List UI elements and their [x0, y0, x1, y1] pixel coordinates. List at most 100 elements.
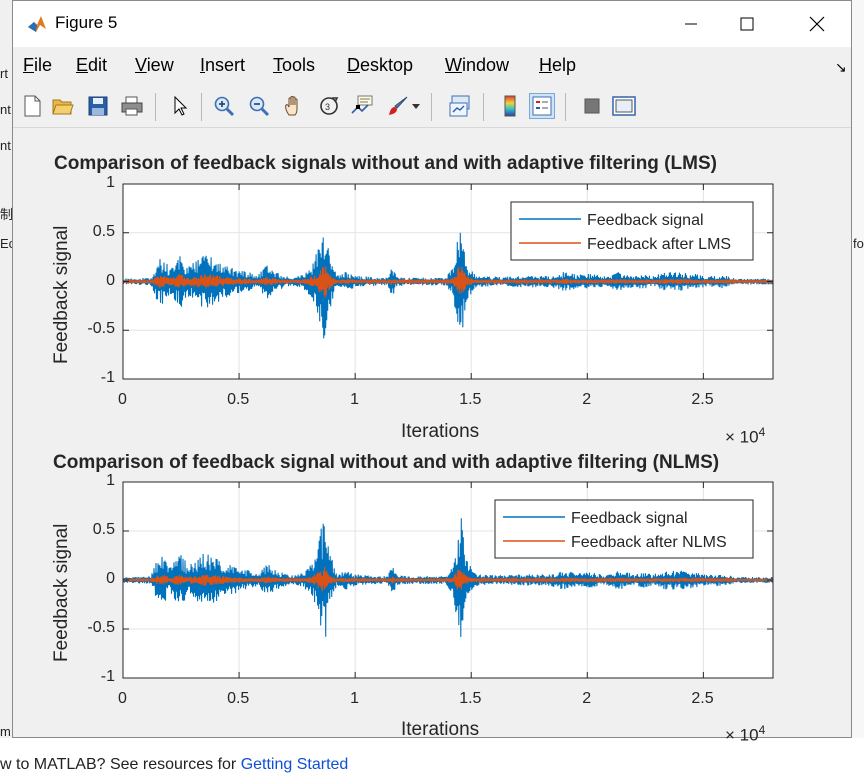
title-bar: Figure 5 [13, 1, 851, 47]
menu-desktop[interactable]: Desktop [347, 55, 413, 76]
zoom-out-icon [249, 96, 270, 117]
menu-bar: File Edit View Insert Tools Desktop Wind… [13, 51, 851, 83]
y-tick-label: 1 [106, 472, 115, 489]
minimize-button[interactable] [659, 1, 723, 47]
lms-plot[interactable]: Feedback signal Feedback after LMS [122, 183, 774, 380]
y-tick-label: -1 [100, 668, 115, 685]
open-file-icon [52, 99, 74, 115]
save-button[interactable] [85, 93, 111, 119]
toolbar-separator [483, 93, 484, 121]
exponent-base: × 10 [725, 725, 759, 745]
link-plot-button[interactable] [448, 93, 474, 119]
menu-mnemonic: F [23, 55, 34, 75]
figure-window: Figure 5 File Edit View Insert Tools Des… [12, 0, 852, 745]
new-figure-button[interactable] [19, 93, 45, 119]
legend[interactable]: Feedback signal Feedback after NLMS [494, 499, 754, 559]
menu-window[interactable]: Window [445, 55, 509, 76]
data-cursor-button[interactable] [349, 93, 375, 119]
toolbar-separator [431, 93, 432, 121]
insert-colorbar-button[interactable] [497, 93, 523, 119]
svg-text:3: 3 [325, 102, 330, 112]
y-tick-label: 0.5 [92, 521, 115, 538]
menu-mnemonic: E [76, 55, 89, 75]
maximize-button[interactable] [715, 1, 779, 47]
nlms-plot[interactable]: Feedback signal Feedback after NLMS [122, 481, 774, 679]
dock-figure-arrow-icon[interactable]: ↘ [835, 59, 847, 75]
x-tick-label: 0.5 [227, 391, 250, 408]
legend-box [510, 201, 754, 261]
menu-label: esktop [360, 55, 414, 75]
series-feedback-filtered [122, 266, 774, 298]
legend[interactable]: Feedback signal Feedback after LMS [510, 201, 754, 261]
matlab-logo-icon [26, 13, 48, 35]
menu-help[interactable]: Help [539, 55, 576, 76]
menu-insert[interactable]: Insert [200, 55, 245, 76]
x-tick-label: 1.5 [459, 391, 482, 408]
menu-view[interactable]: View [135, 55, 174, 76]
open-file-button[interactable] [50, 93, 76, 119]
menu-label: nsert [205, 55, 246, 75]
background-text-fragment: nt [0, 138, 11, 153]
menu-file[interactable]: File [23, 55, 52, 76]
background-text-fragment: nt [0, 102, 11, 117]
save-icon [88, 96, 108, 116]
minimize-icon [685, 23, 697, 25]
pan-icon [285, 95, 298, 116]
x-axis-label: Iterations [401, 719, 480, 740]
menu-label: indow [462, 55, 510, 75]
series-feedback-filtered [122, 566, 774, 592]
zoom-in-button[interactable] [211, 93, 237, 119]
background-text-fragment: Ec [0, 236, 16, 251]
y-tick-label: 0.5 [92, 222, 115, 240]
menu-edit[interactable]: Edit [76, 55, 107, 76]
zoom-in-icon [214, 96, 235, 117]
rotate-3d-icon: 3 [320, 97, 339, 115]
x-axis-exponent: × 104 [725, 425, 765, 448]
close-icon [809, 16, 825, 32]
link-plot-icon [449, 95, 470, 117]
getting-started-link[interactable]: Getting Started [240, 756, 349, 773]
x-tick-label: 2.5 [691, 391, 714, 408]
insert-legend-button[interactable] [529, 93, 555, 119]
background-status-text: w to MATLAB? See resources for Getting S… [0, 756, 348, 774]
edit-plot-button[interactable] [167, 93, 193, 119]
legend-box [494, 499, 754, 559]
exponent-power: 4 [758, 723, 766, 737]
print-icon [121, 96, 143, 116]
zoom-out-button[interactable] [246, 93, 272, 119]
legend-entry: Feedback after NLMS [571, 534, 727, 551]
insert-colorbar-icon [504, 95, 516, 117]
hide-plot-tools-button[interactable] [579, 93, 605, 119]
exponent-power: 4 [758, 425, 766, 439]
plot-title: Comparison of feedback signal without an… [53, 452, 720, 473]
print-button[interactable] [119, 93, 145, 119]
y-tick-label: -0.5 [87, 320, 115, 338]
pan-button[interactable] [281, 93, 307, 119]
x-tick-label: 0.5 [227, 690, 250, 707]
x-tick-label: 1.5 [459, 690, 482, 707]
y-tick-label: -1 [100, 369, 115, 386]
close-button[interactable] [785, 1, 849, 47]
x-tick-label: 2.5 [691, 690, 714, 707]
background-window-bottom [0, 738, 864, 771]
brush-button[interactable] [385, 93, 411, 119]
legend-entry: Feedback signal [587, 212, 704, 229]
rotate-3d-button[interactable]: 3 [316, 93, 342, 119]
show-plot-tools-icon [612, 96, 636, 116]
menu-label: iew [146, 55, 174, 75]
y-tick-label: -0.5 [87, 619, 115, 636]
x-tick-label: 1 [350, 391, 360, 408]
x-axis-label: Iterations [401, 421, 480, 442]
menu-tools[interactable]: Tools [273, 55, 315, 76]
menu-mnemonic: H [539, 55, 552, 75]
hide-plot-tools-icon [584, 98, 600, 114]
getting-started-prompt: w to MATLAB? See resources for [0, 756, 241, 773]
menu-mnemonic: D [347, 55, 360, 75]
x-tick-label: 2 [582, 391, 592, 408]
y-tick-label: 1 [106, 174, 115, 191]
brush-dropdown-button[interactable] [409, 93, 423, 119]
y-tick-label: 0 [106, 271, 115, 289]
menu-label: dit [88, 55, 108, 75]
show-plot-tools-button[interactable] [611, 93, 637, 119]
